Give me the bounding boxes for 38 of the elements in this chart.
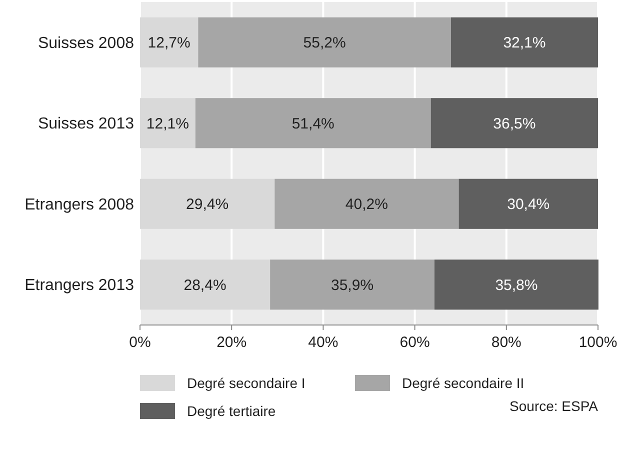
bar [140, 260, 270, 310]
y-tick-label: Etrangers 2013 [24, 277, 134, 294]
x-tick-label: 40% [308, 334, 338, 351]
data-label: 36,5% [493, 115, 536, 132]
data-label: 51,4% [292, 115, 334, 132]
data-label: 40,2% [345, 196, 388, 214]
y-tick-label: Suisses 2013 [38, 116, 134, 133]
x-tick-label: 20% [216, 334, 247, 351]
bar [140, 98, 196, 148]
x-tick-label: 0% [129, 334, 151, 351]
bar [198, 17, 451, 68]
data-label: 35,9% [331, 276, 374, 294]
data-label: 12,1% [146, 115, 189, 132]
x-tick-label: 100% [578, 334, 618, 351]
bar [450, 17, 598, 68]
legend-label: Degré secondaire I [187, 374, 306, 391]
data-label: 55,2% [303, 34, 346, 52]
bar [430, 98, 598, 148]
data-label: 30,4% [507, 196, 550, 214]
data-label: 32,1% [503, 34, 546, 52]
bar [195, 98, 431, 148]
y-tick-label: Suisses 2008 [38, 34, 134, 52]
data-label: 12,7% [148, 34, 190, 52]
bar [458, 178, 598, 229]
data-label: 29,4% [186, 196, 229, 214]
bar [434, 260, 598, 310]
y-tick-label: Etrangers 2008 [24, 196, 134, 214]
legend-label: Degré secondaire II [402, 374, 524, 391]
bar [140, 178, 275, 229]
bar [140, 17, 198, 68]
legend-label: Degré tertiaire [187, 402, 276, 419]
data-label: 28,4% [184, 276, 226, 294]
x-tick-label: 60% [400, 334, 430, 351]
source-note: Source: ESPA [510, 398, 599, 414]
data-label: 35,8% [495, 276, 538, 294]
bar [270, 260, 434, 310]
bar [274, 178, 459, 229]
x-tick-label: 80% [491, 334, 522, 351]
